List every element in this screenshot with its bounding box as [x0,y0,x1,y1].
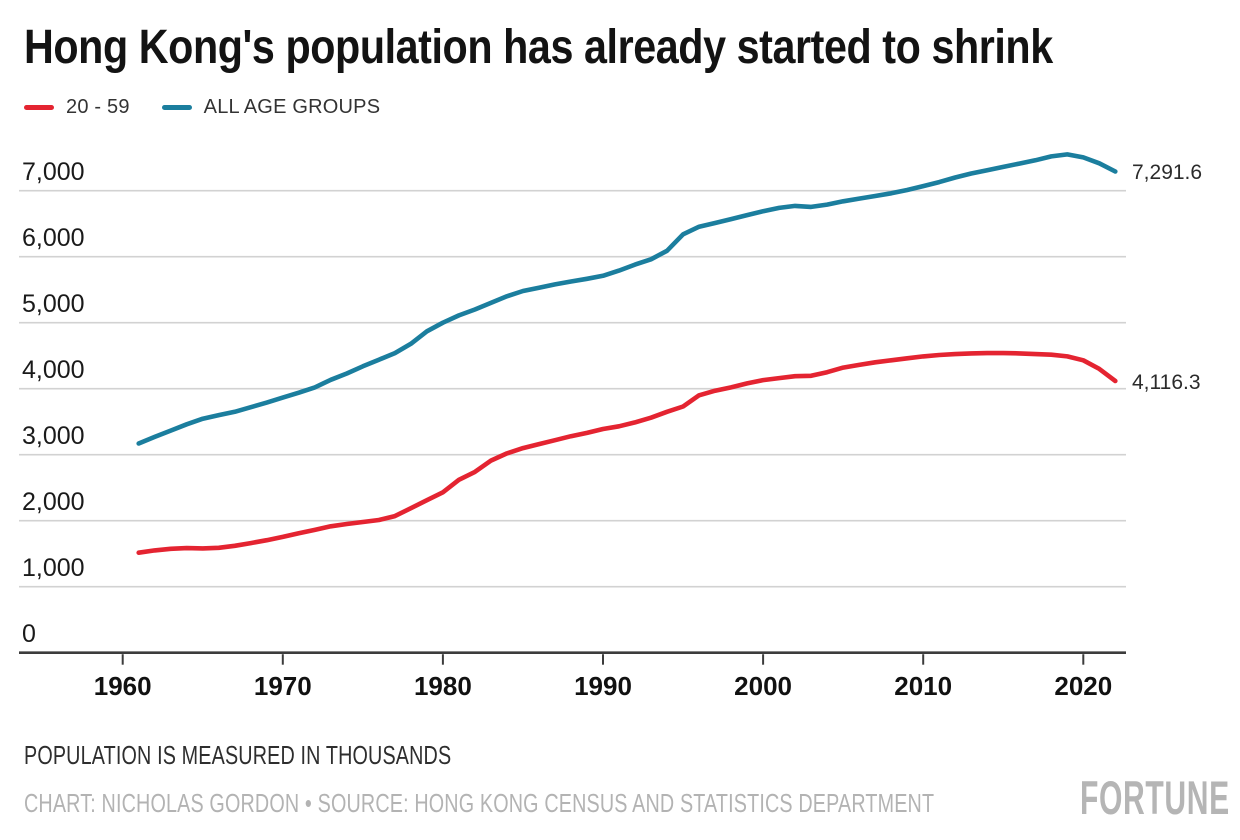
chart-title: Hong Kong's population has already start… [24,21,1053,74]
x-tick-label: 2000 [734,671,793,701]
end-value-label-all-age-groups: 7,291.6 [1132,161,1203,185]
legend-label-20-59: 20 - 59 [66,96,130,118]
fortune-logo: FORTUNE [1080,771,1230,824]
y-tick-label: 2,000 [22,487,85,516]
y-tick-label: 1,000 [22,553,85,582]
end-value-label-20-59: 4,116.3 [1132,371,1201,395]
x-tick-label: 2020 [1054,671,1113,701]
legend-item-all-age-groups: ALL AGE GROUPS [161,96,381,119]
y-tick-label: 7,000 [22,157,85,186]
series-line-20---59 [136,350,1118,556]
legend-swatch-all-age-groups [161,105,192,110]
y-tick-label: 6,000 [22,223,85,252]
x-tick-label: 1970 [253,671,312,701]
x-tick-label: 2010 [894,671,953,701]
x-tick-label: 1980 [413,671,472,701]
y-tick-label: 5,000 [22,289,85,318]
chart-legend: 20 - 59 ALL AGE GROUPS [24,96,380,119]
legend-label-all-age-groups: ALL AGE GROUPS [203,96,381,118]
series-line-all-age-groups [136,152,1118,446]
legend-item-20-59: 20 - 59 [24,96,130,119]
y-tick-label: 0 [22,619,36,648]
legend-swatch-20-59 [24,105,54,110]
x-tick-label: 1990 [574,671,632,701]
x-tick-label: 1960 [93,671,152,701]
credit-line: CHART: NICHOLAS GORDON • SOURCE: HONG KO… [24,788,935,818]
y-tick-label: 4,000 [22,355,85,384]
unit-note: POPULATION IS MEASURED IN THOUSANDS [24,740,452,770]
y-tick-label: 3,000 [22,421,85,450]
